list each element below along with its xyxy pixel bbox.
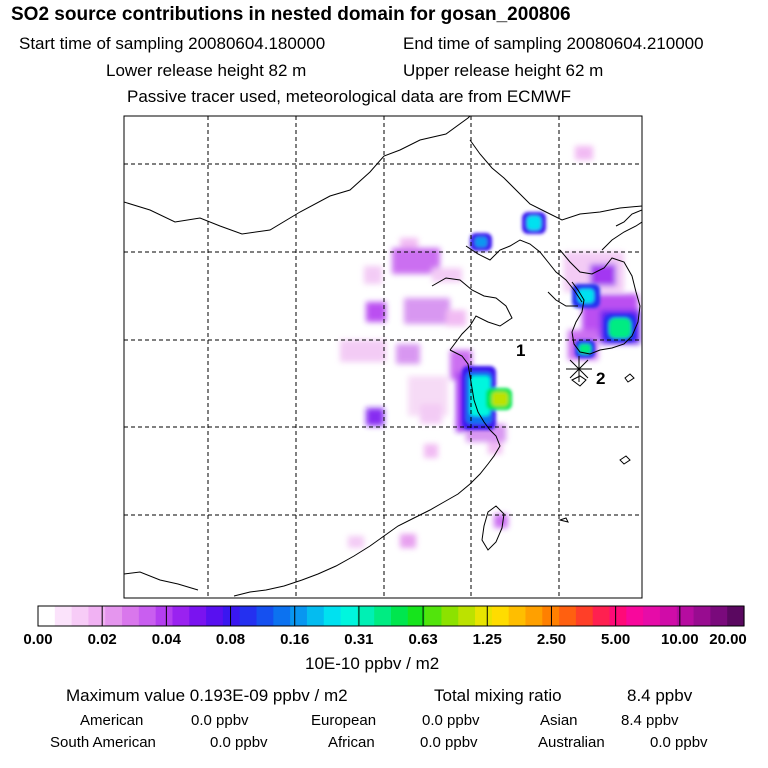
- coastlines: [124, 116, 642, 597]
- start-time: Start time of sampling 20080604.180000: [19, 34, 326, 53]
- colorbar-segment: [643, 606, 661, 626]
- total-mixing-value: 8.4 ppbv: [627, 686, 693, 705]
- region-name: South American: [50, 734, 156, 751]
- colorbar-tick-label: 5.00: [601, 631, 631, 648]
- colorbar-segment: [407, 606, 426, 626]
- colorbar-segment: [54, 606, 73, 626]
- colorbar-tick-label: 0.63: [408, 631, 438, 648]
- region-value: 0.0 ppbv: [650, 734, 708, 751]
- region-value: 0.0 ppbv: [420, 734, 478, 751]
- colorbar-tick-label: 0.31: [344, 631, 374, 648]
- colorbar-segment: [105, 606, 123, 626]
- region-value: 0.0 ppbv: [210, 734, 268, 751]
- colorbar-tick-label: 0.16: [280, 631, 310, 648]
- colorbar-segment: [122, 606, 140, 626]
- colorbar-tick-label: 1.25: [472, 631, 502, 648]
- colorbar-segment: [559, 606, 577, 626]
- colorbar-segment: [626, 606, 644, 626]
- colorbar-segment: [424, 606, 443, 626]
- point-label-2: 2: [596, 369, 605, 388]
- colorbar-segment: [222, 606, 241, 626]
- end-time: End time of sampling 20080604.210000: [403, 34, 704, 53]
- total-mixing-label: Total mixing ratio: [434, 686, 562, 705]
- colorbar-segment: [155, 606, 174, 626]
- region-value: 8.4 ppbv: [621, 712, 679, 729]
- colorbar-segment: [592, 606, 611, 626]
- colorbar-segment: [391, 606, 409, 626]
- region-name: African: [328, 734, 375, 751]
- model-note: Passive tracer used, meteorological data…: [127, 87, 572, 106]
- colorbar-tick-label: 2.50: [536, 631, 567, 648]
- region-name: Australian: [538, 734, 605, 751]
- colorbar: [37, 606, 745, 626]
- colorbar-segment: [374, 606, 392, 626]
- colorbar-segment: [306, 606, 325, 626]
- colorbar-segment: [138, 606, 157, 626]
- colorbar-unit: 10E-10 ppbv / m2: [305, 654, 440, 673]
- lower-release-height: Lower release height 82 m: [106, 61, 307, 80]
- colorbar-segment: [71, 606, 90, 626]
- colorbar-segment: [525, 606, 543, 626]
- colorbar-segment: [256, 606, 274, 626]
- colorbar-segment: [172, 606, 190, 626]
- colorbar-segment: [575, 606, 594, 626]
- region-name: Asian: [540, 712, 578, 729]
- colorbar-tick-label: 10.00: [661, 631, 699, 648]
- region-name: American: [80, 712, 144, 729]
- colorbar-segment: [659, 606, 678, 626]
- colorbar-segment: [508, 606, 527, 626]
- colorbar-segment: [491, 606, 510, 626]
- receptor-marker-icon: [566, 356, 592, 382]
- colorbar-segment: [458, 606, 476, 626]
- upper-release-height: Upper release height 62 m: [403, 61, 604, 80]
- max-value: Maximum value 0.193E-09 ppbv / m2: [66, 686, 348, 705]
- colorbar-segment: [273, 606, 291, 626]
- chart-title: SO2 source contributions in nested domai…: [11, 4, 571, 25]
- point-label-1: 1: [516, 341, 525, 360]
- colorbar-segment: [88, 606, 106, 626]
- colorbar-segment: [357, 606, 375, 626]
- map-area: [124, 116, 642, 598]
- colorbar-tick-label: 20.00: [709, 631, 747, 648]
- colorbar-tick-label: 0.00: [23, 631, 53, 648]
- colorbar-tick-label: 0.02: [87, 631, 117, 648]
- colorbar-tick-label: 0.08: [215, 631, 246, 648]
- colorbar-segment: [38, 606, 56, 626]
- colorbar-tick-label: 0.04: [151, 631, 181, 648]
- colorbar-segment: [323, 606, 342, 626]
- colorbar-segment: [710, 606, 728, 626]
- graticule: [124, 116, 642, 598]
- colorbar-segment: [340, 606, 358, 626]
- region-value: 0.0 ppbv: [422, 712, 480, 729]
- colorbar-segment: [475, 606, 493, 626]
- colorbar-frame: [37, 605, 745, 627]
- colorbar-segment: [727, 606, 745, 626]
- region-value: 0.0 ppbv: [191, 712, 249, 729]
- colorbar-segment: [676, 606, 695, 626]
- colorbar-segment: [441, 606, 459, 626]
- colorbar-segment: [206, 606, 224, 626]
- region-name: European: [311, 712, 377, 729]
- colorbar-segment: [693, 606, 711, 626]
- map-frame: [123, 115, 643, 599]
- colorbar-segment: [239, 606, 258, 626]
- colorbar-segment: [609, 606, 627, 626]
- colorbar-segment: [189, 606, 207, 626]
- colorbar-segment: [290, 606, 308, 626]
